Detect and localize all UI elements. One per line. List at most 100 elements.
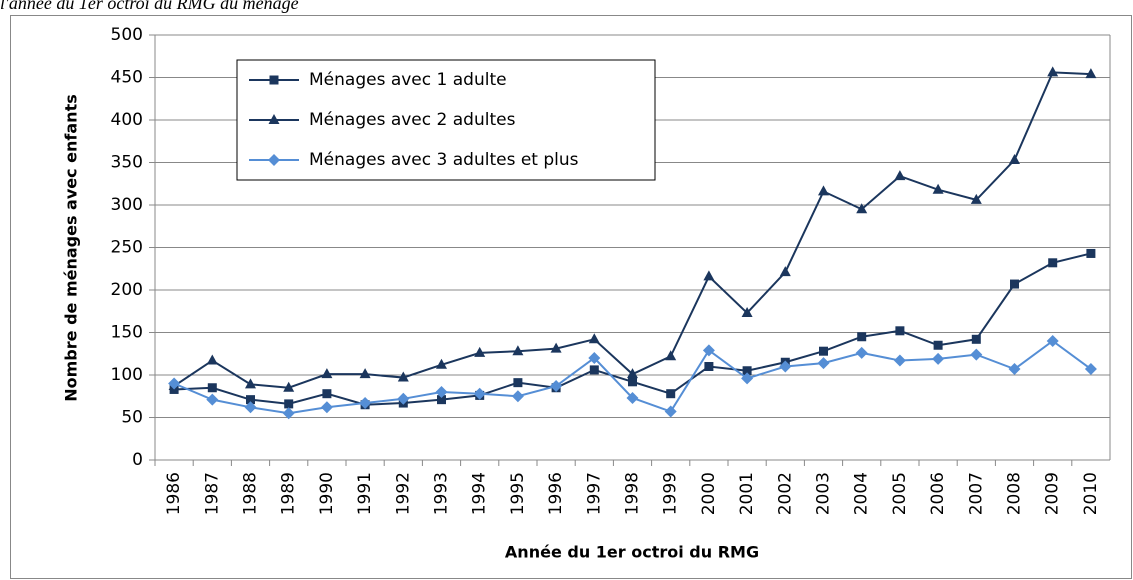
marker — [627, 368, 638, 379]
marker — [206, 354, 218, 365]
y-tick-label: 100 — [111, 365, 143, 385]
legend-box — [236, 59, 656, 181]
marker — [283, 381, 295, 392]
marker — [1047, 66, 1059, 77]
marker — [665, 350, 677, 361]
marker — [855, 346, 868, 359]
marker — [704, 362, 714, 371]
marker — [207, 383, 217, 393]
marker — [702, 344, 715, 357]
marker — [245, 378, 256, 389]
x-tick-label: 1991 — [355, 472, 375, 515]
marker — [664, 405, 677, 418]
marker — [970, 348, 983, 361]
marker — [742, 366, 752, 376]
marker — [321, 368, 333, 379]
x-tick-label: 1988 — [241, 472, 261, 515]
marker — [473, 387, 486, 400]
marker — [437, 395, 446, 405]
x-tick-label: 2010 — [1081, 472, 1101, 515]
marker — [666, 389, 676, 399]
x-tick-label: 2008 — [1005, 472, 1025, 515]
x-tick-label: 2006 — [928, 472, 948, 515]
marker — [779, 360, 792, 373]
marker — [436, 358, 447, 369]
marker — [474, 346, 486, 357]
marker — [511, 390, 524, 403]
marker — [703, 270, 715, 281]
marker — [628, 377, 637, 387]
marker — [817, 357, 830, 370]
marker — [932, 352, 945, 365]
legend: Ménages avec 1 adulte Ménages avec 2 adul… — [236, 59, 656, 181]
marker — [741, 372, 754, 385]
x-tick-label: 1999 — [661, 472, 681, 515]
x-tick-label: 2005 — [890, 472, 910, 515]
marker — [779, 266, 791, 277]
x-axis-title: Année du 1er octroi du RMG — [505, 543, 759, 562]
marker — [818, 185, 829, 196]
x-tick-label: 1989 — [279, 472, 299, 515]
marker — [284, 399, 294, 409]
marker — [856, 203, 868, 214]
marker — [1008, 363, 1021, 376]
marker — [282, 407, 295, 420]
marker — [550, 342, 562, 353]
marker — [397, 371, 409, 382]
marker — [269, 75, 279, 85]
marker — [246, 395, 255, 405]
y-tick-label: 250 — [111, 238, 143, 258]
y-tick-label: 300 — [111, 195, 143, 215]
x-tick-label: 1997 — [584, 472, 604, 515]
marker — [933, 340, 943, 350]
x-tick-label: 1998 — [623, 472, 643, 515]
marker — [970, 193, 982, 204]
marker — [513, 378, 523, 388]
marker — [819, 346, 828, 356]
x-tick-label: 2003 — [814, 472, 834, 515]
marker — [268, 154, 280, 166]
x-tick-label: 1987 — [202, 472, 222, 515]
x-tick-label: 1994 — [470, 472, 490, 515]
marker — [626, 391, 639, 404]
marker — [168, 377, 181, 390]
marker — [932, 183, 944, 194]
marker — [895, 326, 905, 336]
marker — [857, 332, 867, 342]
x-tick-label: 1992 — [393, 472, 413, 515]
x-tick-label: 2002 — [775, 472, 795, 515]
marker — [322, 389, 332, 399]
marker — [1046, 335, 1059, 347]
x-tick-label: 1996 — [546, 472, 566, 515]
marker — [1085, 68, 1097, 79]
marker — [1086, 248, 1096, 258]
y-tick-label: 350 — [111, 153, 143, 173]
marker — [893, 354, 906, 367]
y-tick-label: 50 — [121, 408, 143, 428]
marker — [244, 401, 257, 414]
marker — [1084, 363, 1097, 376]
y-axis-title: Nombre de ménages avec enfants — [62, 94, 81, 402]
y-tick-label: 450 — [111, 68, 143, 88]
y-tick-label: 500 — [111, 25, 143, 45]
x-tick-label: 2000 — [699, 472, 719, 515]
marker — [894, 170, 906, 181]
marker — [206, 393, 219, 406]
x-tick-label: 1986 — [164, 472, 184, 515]
marker — [1048, 258, 1058, 268]
marker — [741, 306, 753, 317]
legend-label: Ménages avec 1 adulte — [309, 70, 507, 90]
marker — [397, 392, 410, 405]
marker — [1010, 279, 1019, 289]
x-tick-label: 2004 — [852, 472, 872, 515]
x-tick-label: 2001 — [737, 472, 757, 515]
marker — [588, 333, 600, 344]
marker — [359, 397, 372, 410]
marker — [588, 352, 601, 364]
marker — [550, 380, 563, 393]
chart-subtitle: l'année du 1er octroi du RMG du ménage — [0, 0, 299, 13]
marker — [268, 114, 280, 124]
y-tick-label: 200 — [111, 280, 143, 300]
